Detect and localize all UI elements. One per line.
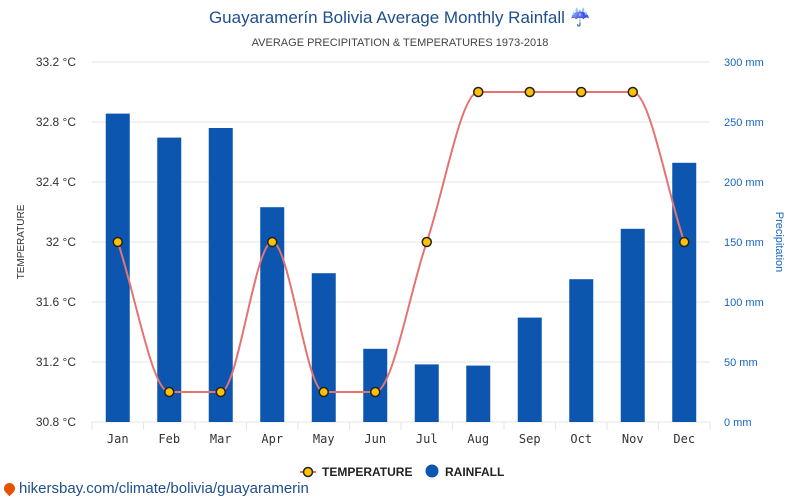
legend-rainfall-label: RAINFALL bbox=[445, 465, 504, 479]
left-tick-label: 33.2 °C bbox=[36, 55, 76, 69]
temperature-point bbox=[524, 86, 535, 98]
temperature-point bbox=[421, 236, 432, 248]
temperature-point bbox=[576, 86, 587, 98]
umbrella-rain-icon: ☔ bbox=[570, 7, 591, 27]
rainfall-bar bbox=[672, 162, 697, 423]
left-tick-label: 30.8 °C bbox=[36, 415, 76, 429]
rainfall-bar bbox=[569, 279, 594, 422]
x-tick-label: Jun bbox=[364, 432, 386, 446]
x-tick-label: Oct bbox=[570, 432, 592, 446]
temperature-point bbox=[267, 236, 278, 248]
x-tick-label: Jan bbox=[107, 432, 129, 446]
chart-title-text: Guayaramerín Bolivia Average Monthly Rai… bbox=[209, 8, 565, 27]
location-pin-icon bbox=[1, 480, 18, 497]
x-axis-ticks: Jan Feb Mar Apr May Jun Jul Aug Sep Oct Nov Dec bbox=[107, 432, 695, 446]
rainfall-bar bbox=[466, 365, 491, 422]
right-tick-label: 100 mm bbox=[724, 297, 764, 309]
right-tick-label: 0 mm bbox=[724, 417, 752, 429]
left-tick-label: 31.6 °C bbox=[36, 295, 76, 309]
right-tick-label: 250 mm bbox=[724, 117, 764, 129]
legend-temperature-marker-icon bbox=[302, 466, 314, 478]
temperature-point bbox=[318, 386, 329, 398]
right-tick-label: 200 mm bbox=[724, 177, 764, 189]
chart-title: Guayaramerín Bolivia Average Monthly Rai… bbox=[209, 7, 591, 27]
x-tick-label: Sep bbox=[519, 432, 541, 446]
x-tick-label: Nov bbox=[622, 432, 644, 446]
grid bbox=[91, 61, 711, 430]
left-axis-ticks: 33.2 °C 32.8 °C 32.4 °C 32 °C 31.6 °C 31.2 °C… bbox=[36, 55, 76, 429]
x-tick-label: Apr bbox=[261, 432, 283, 446]
rainfall-bar bbox=[311, 273, 336, 422]
legend-item-rainfall[interactable]: RAINFALL bbox=[425, 464, 505, 480]
legend-rainfall-marker-icon bbox=[425, 464, 439, 478]
legend-temperature-label: TEMPERATURE bbox=[322, 465, 412, 479]
legend-item-temperature[interactable]: TEMPERATURE bbox=[300, 465, 412, 479]
rainfall-bar bbox=[517, 317, 542, 422]
rainfall-bar bbox=[208, 128, 233, 422]
temperature-point bbox=[164, 386, 175, 398]
footer-text: hikersbay.com/climate/bolivia/guayaramer… bbox=[19, 480, 309, 497]
x-tick-label: Feb bbox=[158, 432, 180, 446]
temperature-point bbox=[112, 236, 123, 248]
temperature-point bbox=[679, 236, 690, 248]
rainfall-bars bbox=[105, 113, 697, 423]
x-tick-label: Jul bbox=[416, 432, 438, 446]
right-tick-label: 150 mm bbox=[724, 237, 764, 249]
x-tick-label: Mar bbox=[210, 432, 232, 446]
right-tick-label: 50 mm bbox=[724, 357, 758, 369]
temperature-point bbox=[370, 386, 381, 398]
temperature-point bbox=[215, 386, 226, 398]
temperature-points bbox=[112, 86, 690, 398]
chart-subtitle: AVERAGE PRECIPITATION & TEMPERATURES 197… bbox=[252, 37, 549, 49]
legend: TEMPERATURE RAINFALL bbox=[300, 464, 505, 480]
left-tick-label: 32.4 °C bbox=[36, 175, 76, 189]
right-axis-ticks: 300 mm 250 mm 200 mm 150 mm 100 mm 50 mm 0 mm bbox=[724, 57, 764, 429]
right-tick-label: 300 mm bbox=[724, 57, 764, 69]
footer-link[interactable]: hikersbay.com/climate/bolivia/guayaramer… bbox=[1, 480, 309, 497]
left-tick-label: 31.2 °C bbox=[36, 355, 76, 369]
rainfall-bar bbox=[620, 228, 645, 422]
right-axis-title: Precipitation bbox=[773, 212, 785, 273]
rainfall-bar bbox=[414, 364, 439, 422]
left-tick-label: 32.8 °C bbox=[36, 115, 76, 129]
x-tick-label: Aug bbox=[467, 432, 489, 446]
x-tick-label: May bbox=[313, 432, 335, 446]
temperature-point bbox=[627, 86, 638, 98]
left-axis-title: TEMPERATURE bbox=[16, 204, 27, 279]
temperature-point bbox=[473, 86, 484, 98]
x-tick-label: Dec bbox=[673, 432, 695, 446]
left-tick-label: 32 °C bbox=[46, 235, 76, 249]
rainfall-bar bbox=[157, 137, 182, 422]
